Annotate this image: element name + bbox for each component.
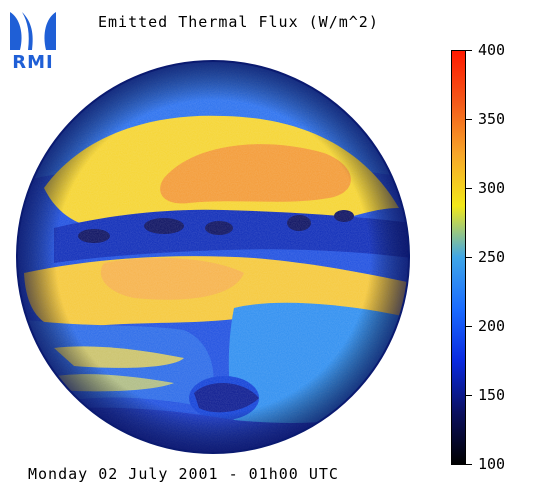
- colorbar-tick-label: 250: [478, 248, 506, 266]
- rmi-logo-text: RMI: [12, 52, 54, 73]
- colorbar-tick: [466, 257, 472, 258]
- rmi-logo-symbol: [10, 12, 56, 50]
- colorbar-tick-label: 200: [478, 317, 506, 335]
- colorbar-tick: [466, 395, 472, 396]
- thermal-flux-disk: [16, 60, 410, 454]
- map-title: Emitted Thermal Flux (W/m^2): [98, 13, 379, 31]
- colorbar-tick-label: 400: [478, 41, 506, 59]
- earth-disk: [14, 58, 412, 456]
- colorbar-tick: [466, 188, 472, 189]
- colorbar-tick-label: 350: [478, 110, 506, 128]
- colorbar-tick-label: 100: [478, 455, 506, 473]
- timestamp: Monday 02 July 2001 - 01h00 UTC: [28, 465, 339, 483]
- colorbar-tick-label: 300: [478, 179, 506, 197]
- colorbar-tick-label: 150: [478, 386, 506, 404]
- colorbar-tick: [466, 119, 472, 120]
- colorbar: [451, 50, 466, 465]
- rmi-logo: RMI: [6, 8, 60, 73]
- colorbar-tick: [466, 464, 472, 465]
- colorbar-tick: [466, 326, 472, 327]
- colorbar-tick: [466, 50, 472, 51]
- disk-edge: [16, 60, 410, 454]
